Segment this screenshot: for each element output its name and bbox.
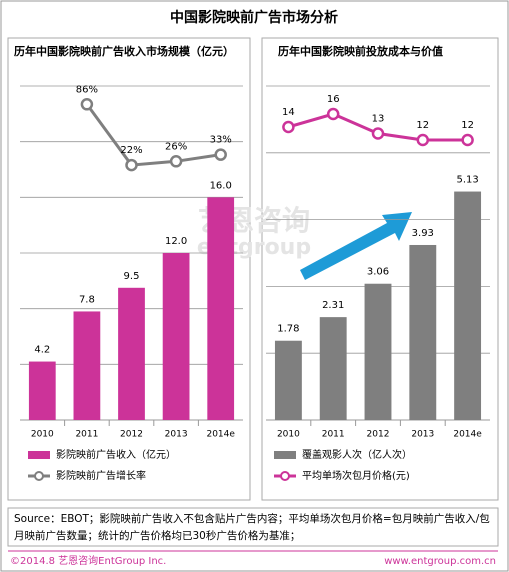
bar — [73, 311, 101, 420]
x-tick-label: 2010 — [277, 430, 300, 440]
bar — [319, 317, 347, 420]
data-label: 12.0 — [165, 236, 187, 247]
x-tick-label: 2014e — [206, 430, 235, 440]
data-label: 4.2 — [34, 345, 50, 356]
copyright: ©2014.8 艺恩咨询EntGroup Inc. — [10, 554, 166, 567]
data-label: 16 — [327, 94, 340, 105]
line-point — [169, 155, 183, 168]
legend-swatch — [274, 451, 296, 459]
line-point — [125, 158, 138, 172]
legend-marker — [34, 471, 44, 481]
bar — [28, 361, 56, 420]
source-note: Source：EBOT；影院映前广告收入不包含贴片广告内容；平均单场次包月价格=… — [14, 513, 490, 542]
bar — [274, 340, 302, 420]
bar — [118, 287, 145, 420]
x-tick-label: 2013 — [165, 430, 188, 440]
data-label: 3.06 — [367, 267, 389, 278]
line-point — [461, 133, 474, 147]
data-label: 12 — [416, 120, 429, 131]
data-label: 7.8 — [79, 294, 95, 305]
note-box — [7, 507, 499, 547]
data-label: 86% — [76, 84, 98, 95]
line-point — [371, 127, 385, 140]
legend-label: 影院映前广告收入（亿元） — [56, 448, 176, 461]
legend-label: 覆盖观影人次（亿人次） — [302, 448, 412, 461]
data-label: 22% — [120, 145, 142, 156]
line-point — [282, 120, 295, 134]
x-tick-label: 2012 — [120, 430, 143, 440]
line-point — [416, 133, 430, 147]
x-tick-label: 2014e — [453, 430, 482, 440]
data-label: 9.5 — [124, 271, 140, 282]
bar — [454, 191, 482, 420]
x-tick-label: 2012 — [367, 430, 390, 440]
x-tick-label: 2011 — [75, 430, 98, 440]
bar — [409, 244, 437, 420]
data-label: 33% — [210, 135, 232, 146]
x-tick-label: 2010 — [31, 430, 54, 440]
url: www.entgroup.com.cn — [384, 556, 496, 567]
legend-marker — [280, 471, 290, 481]
legend-label: 平均单场次包月价格(元) — [302, 469, 410, 482]
data-label: 12 — [461, 120, 474, 131]
panel-title: 历年中国影院映前广告收入市场规模（亿元） — [14, 44, 234, 58]
legend-label: 影院映前广告增长率 — [56, 469, 146, 482]
bar — [364, 283, 392, 420]
data-label: 5.13 — [456, 175, 478, 186]
data-label: 13 — [372, 114, 385, 125]
x-tick-label: 2011 — [322, 430, 345, 440]
data-label: 16.0 — [210, 180, 232, 191]
data-label: 26% — [165, 141, 187, 152]
x-tick-label: 2013 — [411, 430, 434, 440]
data-label: 14 — [282, 107, 295, 118]
bar — [162, 253, 190, 420]
data-label: 1.78 — [277, 324, 299, 335]
line-point — [80, 98, 94, 111]
bar — [207, 197, 235, 420]
line-point — [214, 148, 227, 161]
data-label: 3.93 — [412, 228, 434, 239]
panel-title: 历年中国影院映前投放成本与价值 — [278, 44, 443, 58]
line-series — [85, 103, 221, 167]
page-title: 中国影院映前广告市场分析 — [170, 9, 338, 26]
trend-arrow — [300, 212, 412, 280]
data-label: 2.31 — [322, 300, 344, 311]
line-point — [326, 107, 340, 121]
legend-swatch — [28, 451, 50, 459]
